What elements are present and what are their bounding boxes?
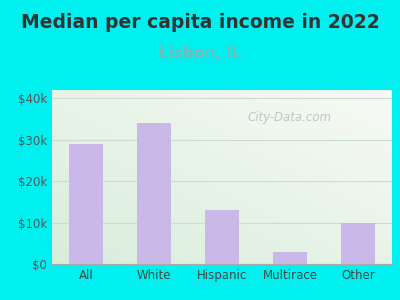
- Bar: [273, 252, 307, 264]
- Text: City-Data.com: City-Data.com: [248, 111, 332, 124]
- Bar: [341, 223, 375, 264]
- Text: Median per capita income in 2022: Median per capita income in 2022: [21, 14, 379, 32]
- Bar: [69, 144, 103, 264]
- Text: Lisbon, IL: Lisbon, IL: [159, 46, 241, 62]
- Bar: [137, 123, 171, 264]
- Bar: [205, 210, 239, 264]
